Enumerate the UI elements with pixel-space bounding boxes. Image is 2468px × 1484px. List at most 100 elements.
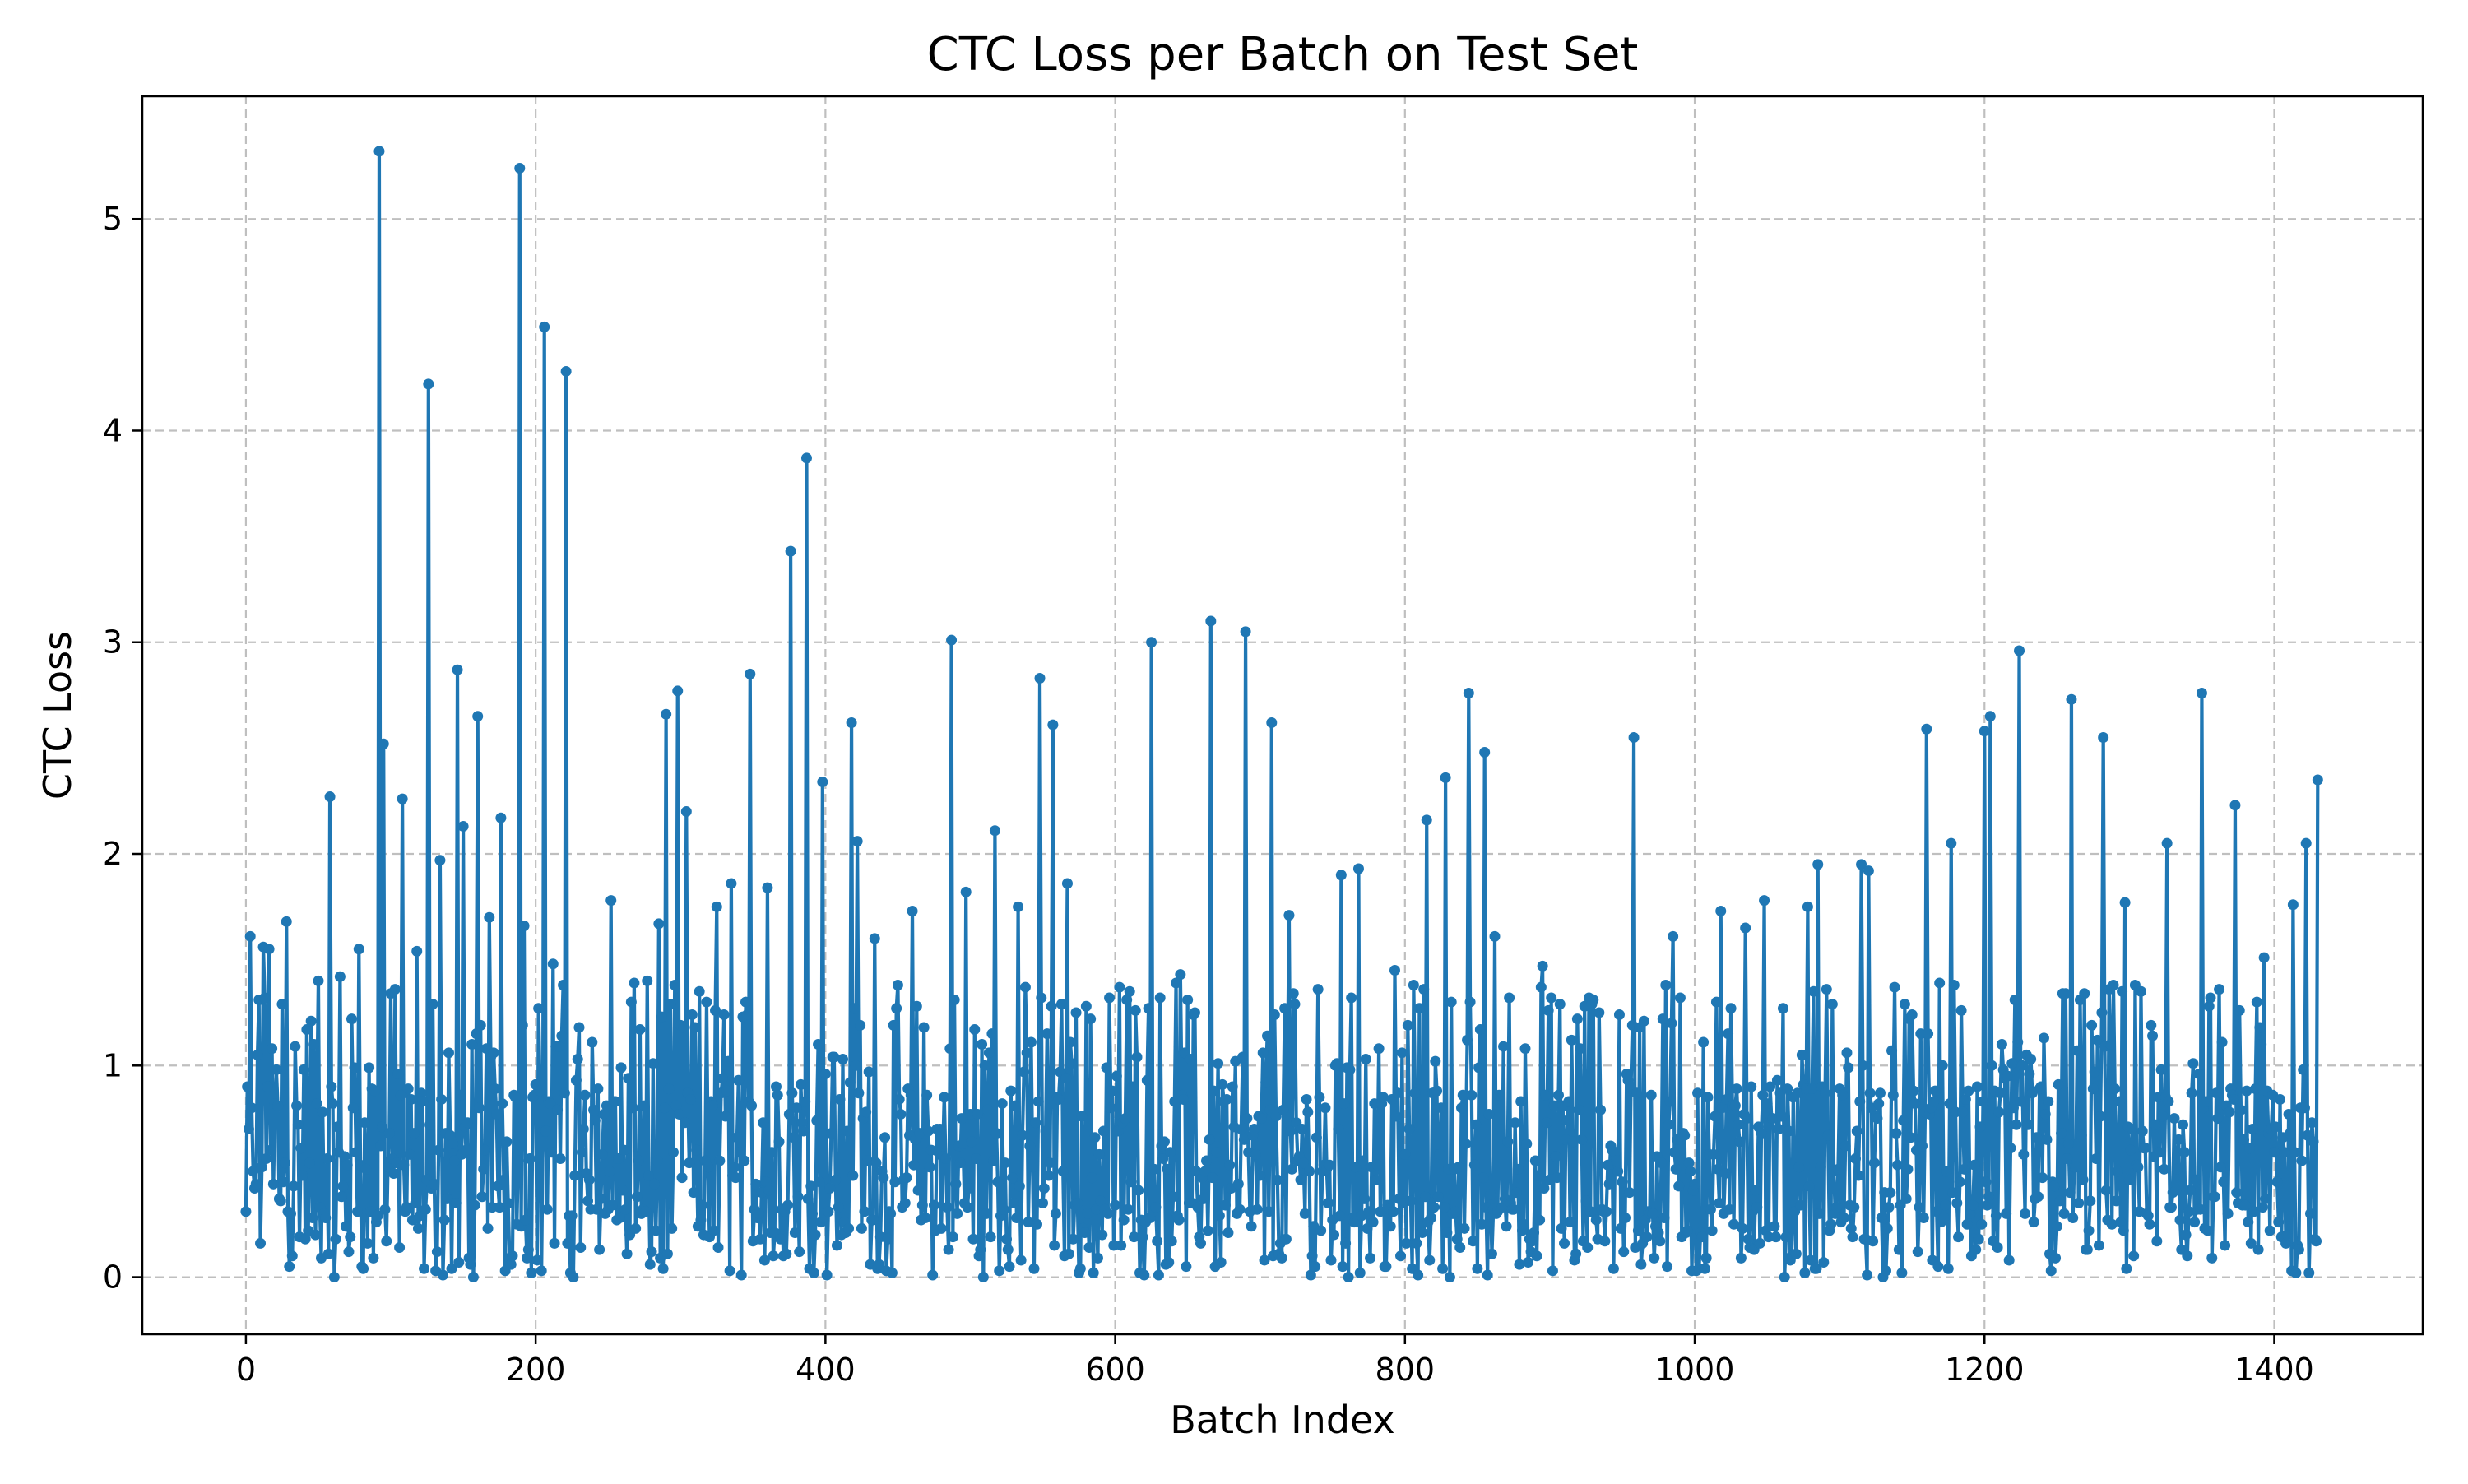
data-point: [2201, 1096, 2212, 1107]
data-point: [1685, 1166, 1696, 1177]
data-point: [240, 1206, 252, 1217]
data-point: [867, 1214, 879, 1226]
data-point: [1426, 1213, 1437, 1223]
data-point: [1286, 1163, 1297, 1175]
data-point: [1063, 1248, 1074, 1259]
data-point: [2089, 1066, 2100, 1078]
data-point: [814, 1176, 825, 1188]
data-point: [2127, 1123, 2138, 1134]
data-point: [547, 958, 559, 970]
data-point: [1909, 1098, 1921, 1110]
data-point: [2132, 1162, 2144, 1173]
x-tick-label: 200: [506, 1352, 566, 1388]
data-point: [1227, 1081, 1238, 1092]
data-point: [2085, 1195, 2096, 1207]
data-point: [2090, 1152, 2102, 1164]
data-point: [2209, 1191, 2220, 1203]
data-point: [359, 1117, 370, 1129]
data-point: [423, 378, 434, 390]
data-point: [1337, 1261, 1348, 1273]
data-point: [402, 1083, 414, 1095]
data-point: [1923, 1028, 1934, 1040]
data-point: [383, 1128, 395, 1139]
data-point: [1876, 1213, 1887, 1223]
data-point: [1440, 772, 1451, 783]
data-point: [855, 1019, 866, 1031]
data-point: [2073, 1198, 2085, 1208]
data-point: [1302, 1106, 1314, 1118]
data-point: [1437, 1263, 1449, 1274]
data-point: [2115, 1217, 2127, 1228]
data-point: [1523, 1257, 1534, 1268]
data-point: [1148, 1163, 1160, 1175]
data-point: [415, 1087, 427, 1099]
data-point: [1725, 1003, 1737, 1014]
data-point: [513, 1155, 524, 1166]
data-point: [2289, 1147, 2300, 1158]
data-point: [1540, 1089, 1552, 1101]
data-point: [1561, 1115, 1573, 1126]
data-point: [1982, 1199, 1993, 1211]
data-point: [1421, 814, 1432, 826]
data-point: [2306, 1117, 2317, 1129]
data-point: [1037, 1198, 1049, 1208]
data-point: [1862, 1269, 1873, 1281]
data-point: [256, 1162, 267, 1173]
data-point: [401, 1202, 412, 1213]
data-point: [762, 882, 773, 893]
data-point: [680, 1117, 691, 1129]
data-point: [1668, 1147, 1680, 1158]
data-point: [1413, 1269, 1424, 1281]
data-point: [341, 1159, 353, 1171]
data-point: [2180, 1229, 2192, 1241]
data-point: [1088, 1267, 1099, 1278]
data-point: [322, 1152, 333, 1164]
data-point: [830, 1174, 842, 1185]
data-point: [427, 999, 438, 1010]
data-point: [770, 1081, 782, 1092]
data-point: [322, 1248, 334, 1259]
data-point: [1018, 1066, 1030, 1078]
data-point: [711, 901, 722, 912]
data-point: [434, 855, 446, 866]
data-point: [893, 1093, 905, 1105]
data-point: [573, 1022, 585, 1033]
data-point: [1529, 1227, 1540, 1239]
data-point: [1576, 1134, 1588, 1145]
data-point: [1696, 1231, 1708, 1243]
data-point: [1777, 1003, 1788, 1014]
data-point: [1729, 1100, 1741, 1111]
data-point: [824, 1182, 836, 1194]
data-point: [1971, 1081, 1983, 1092]
data-point: [1512, 1163, 1524, 1175]
data-point: [1976, 1218, 1988, 1230]
data-point: [1120, 1113, 1131, 1125]
data-point: [1898, 1115, 1909, 1126]
data-point: [781, 1248, 792, 1259]
data-point: [583, 1174, 595, 1185]
data-point: [1482, 1269, 1493, 1281]
data-point: [874, 1259, 885, 1270]
data-point: [831, 1240, 842, 1251]
data-point: [1083, 1242, 1095, 1254]
data-point: [424, 1119, 436, 1130]
data-point: [724, 1265, 735, 1277]
data-point: [2252, 1244, 2264, 1255]
data-point: [1853, 1170, 1864, 1181]
data-point: [2050, 1252, 2062, 1264]
data-point: [2083, 1225, 2095, 1236]
data-point: [298, 1064, 309, 1075]
data-point: [745, 668, 756, 679]
data-point: [339, 1151, 350, 1162]
data-point: [330, 1233, 341, 1245]
data-point: [2128, 1250, 2140, 1262]
data-point: [927, 1269, 939, 1281]
data-point: [1001, 1233, 1013, 1245]
data-point: [849, 1003, 861, 1014]
data-point: [811, 1115, 823, 1126]
data-point: [1162, 1163, 1173, 1175]
data-point: [1782, 1083, 1793, 1095]
data-point: [1689, 1178, 1700, 1190]
data-point: [524, 1152, 536, 1164]
data-point: [775, 1233, 786, 1245]
